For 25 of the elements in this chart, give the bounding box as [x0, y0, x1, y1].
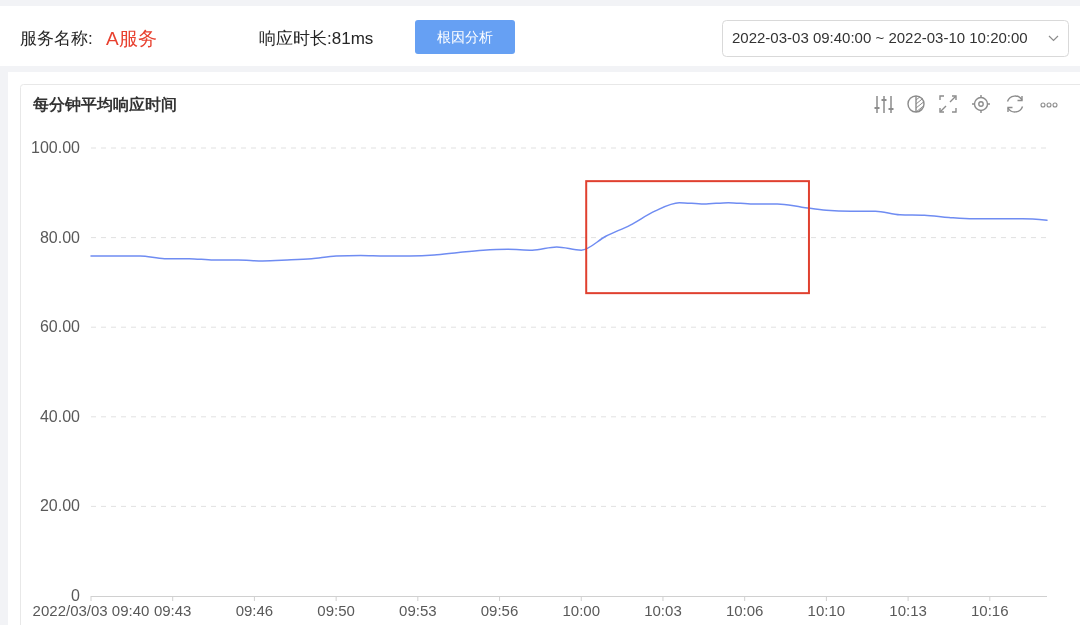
x-tick-label: 09:53 — [399, 602, 437, 619]
text: 2022-03-03 09:40:00 ~ 2022-03-10 10:20:00 — [732, 29, 1028, 46]
y-tick-label: 100.00 — [31, 139, 81, 156]
x-tick-label: 10:16 — [971, 602, 1009, 619]
text: A服务 — [106, 28, 157, 49]
x-tick-label: 10:00 — [562, 602, 601, 619]
y-tick-label: 60.00 — [39, 318, 81, 336]
y-tick-label: 40.00 — [39, 407, 81, 425]
y-tick-label: 0 — [71, 587, 81, 604]
x-tick-label: 10:10 — [807, 602, 846, 619]
line-series — [90, 201, 1048, 262]
x-tick-label: 09:46 — [235, 602, 274, 619]
x-tick-label: 10:13 — [889, 602, 927, 619]
chart-title: 每分钟平均响应时间 — [32, 95, 177, 113]
y-tick-label: 80.00 — [39, 228, 81, 246]
x-tick-label: 09:43 — [153, 602, 192, 619]
text: 服务名称: — [20, 29, 93, 48]
x-tick-label: 09:50 — [317, 602, 355, 619]
x-tick-label: 09:56 — [480, 602, 519, 619]
x-tick-label: 10:03 — [644, 602, 682, 619]
x-tick-label: 10:06 — [725, 602, 764, 619]
y-tick-label: 20.00 — [39, 497, 81, 515]
text: 根因分析 — [437, 29, 493, 45]
text: 响应时长:81ms — [259, 29, 374, 48]
x-tick-label: 2022/03/03 09:40 — [32, 602, 150, 619]
